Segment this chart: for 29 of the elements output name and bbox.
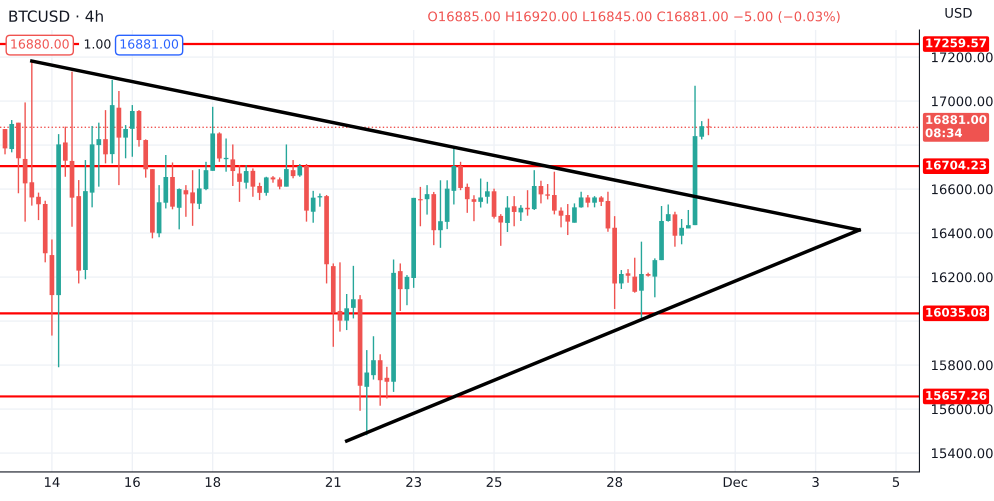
text: USD	[945, 8, 972, 18]
x-tick-label: 18	[206, 477, 220, 488]
x-tick-label: 3	[812, 477, 819, 488]
ref-line-label: 16035.08	[926, 308, 986, 317]
y-tick-label: 15400.00	[932, 448, 993, 458]
y-tick-label: 16200.00	[932, 272, 993, 282]
y-tick-label: 16600.00	[932, 184, 993, 194]
x-tick-label: 23	[406, 477, 422, 488]
x-tick-label: 14	[44, 477, 60, 487]
annotation: 16881.00	[120, 39, 178, 49]
x-tick-label: 21	[326, 477, 340, 487]
chart-title: BTCUSD · 4h	[9, 10, 103, 22]
x-tick-label: 25	[486, 477, 502, 488]
ref-line-label: 15657.26	[926, 390, 986, 400]
text: O16885.00 H16920.00 L16845.00 C16881.00 −5.00 (−0.03%)	[428, 11, 840, 23]
x-tick-label: 28	[607, 477, 622, 488]
y-tick-label: 17200.00	[932, 52, 993, 62]
y-tick-label: 15600.00	[932, 404, 993, 414]
y-tick-label: 17000.00	[932, 96, 993, 106]
annotation: 16880.00	[11, 39, 69, 49]
x-tick-label: Dec	[724, 477, 748, 488]
y-tick-label: 15800.00	[932, 360, 993, 370]
ref-line-label: 17259.57	[926, 38, 986, 48]
y-tick-label: 16400.00	[932, 228, 993, 238]
x-tick-label: 5	[892, 477, 900, 488]
ref-line-label: 16881.00 08:34	[926, 115, 986, 138]
ref-line-label: 16704.23	[926, 160, 986, 170]
x-tick-label: 16	[125, 477, 140, 488]
annotation: 1.00	[84, 39, 110, 49]
